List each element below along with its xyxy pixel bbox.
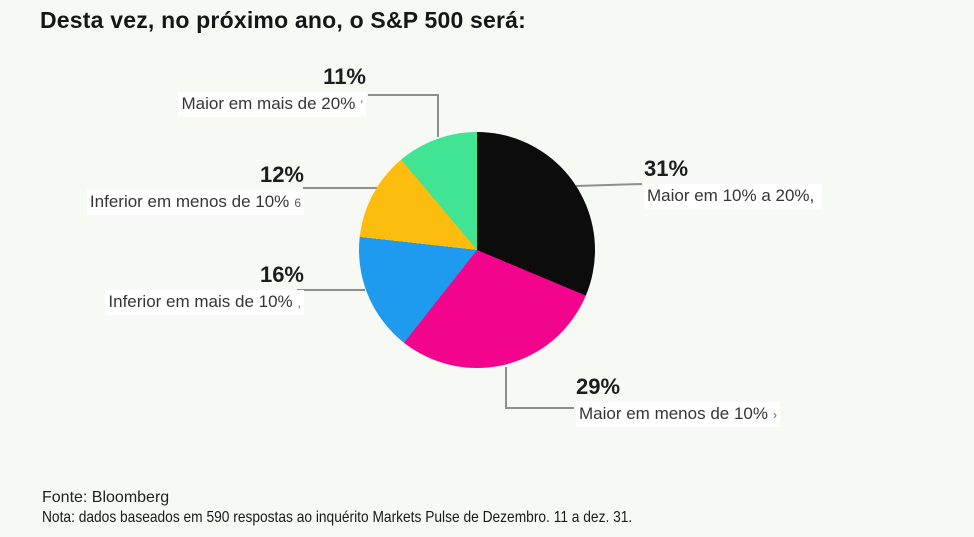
callout-maior-menos-10: 29% Maior em menos de 10% › [576, 374, 876, 427]
callout-maior-10-a-20: 31% Maior em 10% a 20%, [644, 156, 944, 209]
callout-pct: 16% [259, 262, 304, 287]
callout-inferior-mais-10: 16% Inferior em mais de 10%, [58, 262, 304, 315]
chart-title: Desta vez, no próximo ano, o S&P 500 ser… [40, 7, 527, 33]
artifact-mark: 6 [294, 196, 301, 210]
callout-label: Inferior em menos de 10% 6 [86, 190, 304, 215]
pie-chart [359, 132, 595, 368]
note-text: Nota: dados baseados em 590 respostas ao… [42, 509, 633, 526]
callout-maior-mais-20: 11% Maior em mais de 20%’ [130, 64, 366, 117]
artifact-mark: , [297, 296, 301, 310]
callout-label: Maior em mais de 20%’ [178, 92, 366, 117]
callout-label: Maior em 10% a 20%, [644, 184, 823, 209]
footer: Fonte: Bloomberg Nota: dados baseados em… [42, 487, 728, 528]
callout-pct: 31% [644, 156, 689, 181]
artifact-mark: ’ [360, 98, 363, 112]
callout-pct: 11% [323, 64, 366, 89]
artifact-mark: › [772, 408, 777, 422]
callout-label: Maior em menos de 10% › [576, 402, 780, 427]
leader-line-31pct [575, 183, 643, 187]
callout-label: Inferior em mais de 10%, [105, 290, 304, 315]
callout-inferior-menos-10: 12% Inferior em menos de 10% 6 [70, 162, 304, 215]
callout-pct: 12% [259, 162, 304, 187]
leader-line-29pct [505, 367, 574, 409]
callout-pct: 29% [576, 374, 621, 399]
source-text: Fonte: Bloomberg [42, 489, 170, 506]
leader-line-11pct [368, 94, 439, 137]
